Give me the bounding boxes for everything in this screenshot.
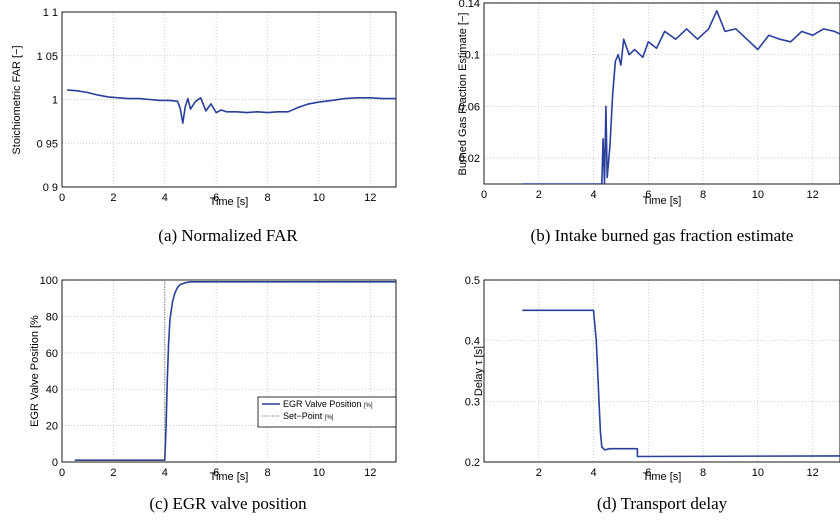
x-tick-label: 12 [364, 192, 376, 204]
legend: EGR Valve Position [%] Set−Point [%] [257, 396, 397, 428]
subfigure-caption: (d) Transport delay [597, 494, 728, 513]
series-line-1 [67, 89, 396, 124]
y-axis-label: Stoichiometric FAR [−] [11, 45, 23, 154]
x-tick-label: 2 [536, 467, 542, 479]
plot-frame [483, 2, 840, 185]
x-axis-label: Time [s] [210, 471, 249, 483]
y-tick-label: 80 [46, 311, 58, 323]
series-line-2 [74, 280, 396, 461]
x-tick-label: 12 [806, 467, 818, 479]
y-tick-label: 1 1 [43, 7, 58, 19]
legend-entry: Set−Point [%] [283, 411, 334, 421]
y-tick-label: 0 [52, 457, 58, 469]
y-tick-label: 1 05 [37, 51, 58, 63]
x-tick-label: 0 [59, 467, 65, 479]
x-tick-label: 2 [110, 467, 116, 479]
legend-box [257, 396, 397, 428]
x-tick-label: 8 [264, 467, 270, 479]
x-tick-label: 4 [162, 192, 168, 204]
series-line-1 [74, 280, 396, 462]
x-axis-label: Time [s] [643, 195, 682, 207]
y-tick-label: 0 95 [37, 138, 58, 150]
x-tick-label: 0 [59, 192, 65, 204]
subfigure-caption: (c) EGR valve position [149, 494, 307, 513]
x-tick-label: 2 [536, 189, 542, 201]
y-tick-label: 0.02 [459, 153, 480, 165]
x-tick-label: 8 [700, 189, 706, 201]
x-tick-label: 6 [213, 467, 219, 479]
legend-entry: EGR Valve Position [%] [283, 399, 373, 409]
y-tick-label: 0.14 [459, 0, 480, 10]
chart-panel-4: 2 4 6 8 10 12 0.2 0.3 0.4 0.5 Time [s] Delay τ [s] (… [465, 275, 840, 513]
y-tick-label: 0.4 [465, 336, 480, 348]
x-tick-label: 8 [700, 467, 706, 479]
x-tick-label: 2 [110, 192, 116, 204]
x-tick-label: 6 [645, 189, 651, 201]
x-tick-label: 0 [481, 189, 487, 201]
chart-panel-1: 0 2 4 6 8 10 12 0 9 0 95 1 1 05 1 1 Time [s] Stoichio… [11, 7, 397, 245]
x-tick-label: 8 [264, 192, 270, 204]
y-tick-label: 0 9 [43, 182, 58, 194]
plot-frame [483, 279, 840, 463]
y-axis-label: Burned Gas Fraction Estimate [−] [457, 13, 469, 176]
y-tick-label: 40 [46, 384, 58, 396]
y-axis-label: EGR Valve Position [% [29, 315, 41, 427]
plot-frame [61, 279, 397, 463]
x-axis-label: Time [s] [210, 196, 249, 208]
y-tick-label: 0.1 [465, 50, 480, 62]
series-line-1 [522, 10, 840, 184]
chart-panel-3: 0 2 4 6 8 10 12 0 20 40 60 80 100 Time [s] EGR Valve P… [29, 275, 397, 513]
y-tick-label: 0.06 [459, 101, 480, 113]
x-tick-label: 6 [645, 467, 651, 479]
x-tick-label: 6 [213, 192, 219, 204]
x-tick-label: 4 [590, 189, 596, 201]
x-tick-label: 12 [806, 189, 818, 201]
x-tick-label: 12 [364, 467, 376, 479]
x-tick-label: 10 [752, 189, 764, 201]
y-tick-label: 60 [46, 348, 58, 360]
y-tick-label: 1 [52, 95, 58, 107]
subfigure-caption: (a) Normalized FAR [158, 226, 298, 245]
series-line-1 [522, 309, 840, 458]
y-tick-label: 0.3 [465, 396, 480, 408]
plot-frame [61, 11, 397, 188]
y-tick-label: 100 [40, 275, 58, 287]
y-tick-label: 0.5 [465, 275, 480, 287]
y-axis-label: Delay τ [s] [473, 346, 485, 396]
chart-panel-2: 0 2 4 6 8 10 12 0.02 0.06 0.1 0.14 Time [s] Burned G… [457, 0, 840, 245]
y-tick-label: 20 [46, 421, 58, 433]
x-tick-label: 10 [313, 467, 325, 479]
subfigure-caption: (b) Intake burned gas fraction estimate [531, 226, 794, 245]
x-tick-label: 4 [590, 467, 596, 479]
x-tick-label: 4 [162, 467, 168, 479]
x-tick-label: 10 [752, 467, 764, 479]
y-tick-label: 0.2 [465, 457, 480, 469]
x-tick-label: 10 [313, 192, 325, 204]
x-axis-label: Time [s] [643, 471, 682, 483]
